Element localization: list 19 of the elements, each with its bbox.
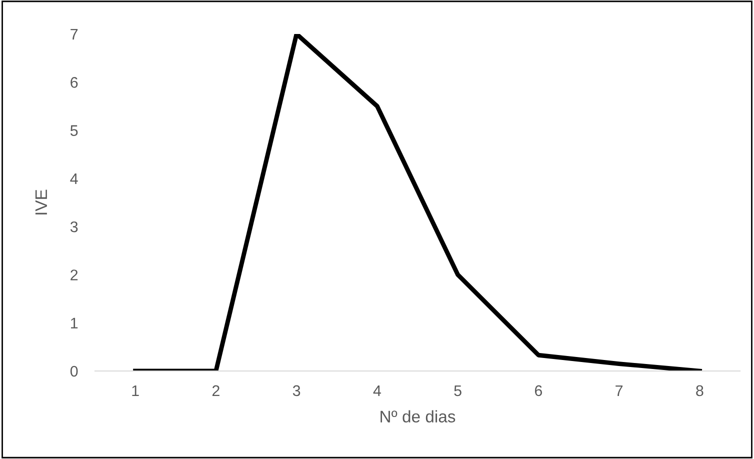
x-axis-title: Nº de dias [380, 410, 456, 422]
line-series [133, 34, 702, 371]
y-axis-title: IVE [35, 190, 47, 214]
y-tick-label: 5 [70, 125, 78, 136]
y-tick-label: 1 [71, 318, 78, 328]
x-tick-label: 3 [292, 385, 300, 396]
y-tick-label: 7 [70, 29, 78, 40]
x-tick-label: 2 [212, 385, 220, 396]
y-tick-label: 3 [70, 221, 78, 232]
y-tick-label: 0 [70, 366, 78, 377]
y-tick-label: 6 [70, 77, 78, 88]
x-tick-label: 8 [696, 385, 704, 396]
x-tick-label: 1 [132, 385, 139, 396]
y-tick-label: 4 [70, 173, 78, 184]
x-tick-label: 7 [616, 385, 623, 396]
x-tick-label: 4 [373, 385, 381, 396]
x-tick-label: 6 [534, 385, 542, 396]
y-tick-label: 2 [70, 270, 78, 280]
x-tick-label: 5 [454, 385, 462, 396]
